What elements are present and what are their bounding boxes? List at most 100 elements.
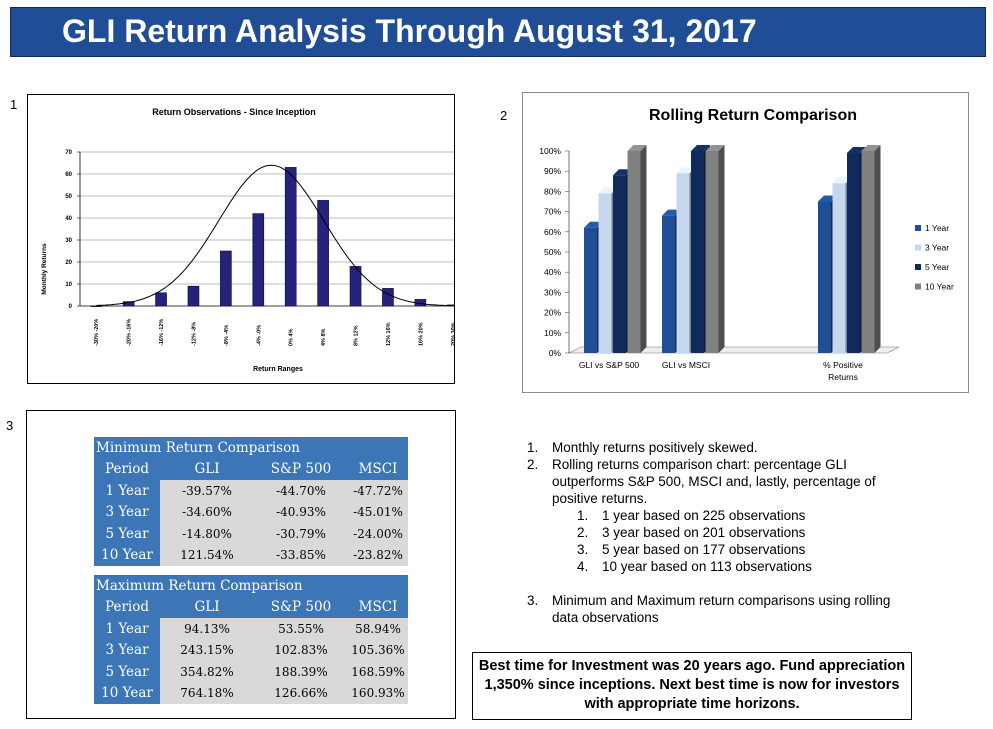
cell: 102.83% (254, 639, 348, 661)
cell: 126.66% (254, 682, 348, 704)
legend-swatch (915, 264, 921, 270)
bar-top (676, 167, 696, 174)
rolling-panel: Rolling Return Comparison 0% 10% 20% 30% 40%… (522, 92, 969, 393)
bar-top (598, 187, 618, 194)
y-tick-label: 50 (65, 194, 72, 200)
row-label: 3 Year (94, 501, 160, 523)
y-tick-label: 100% (539, 146, 561, 156)
cell: 243.15% (160, 639, 254, 661)
min-table-title: Minimum Return Comparison (94, 437, 408, 459)
bar-top (662, 209, 681, 216)
x-tick-label: 16% 20% (418, 322, 424, 346)
bar-top (584, 221, 603, 228)
list-number: 4. (577, 559, 589, 574)
legend-label: 3 Year (925, 243, 949, 253)
list-text: 5 year based on 177 observations (602, 542, 806, 557)
legend-swatch (915, 225, 921, 231)
list-number: 2. (527, 457, 539, 472)
x-tick-label: Returns (828, 372, 858, 382)
list-subitem: 3. 5 year based on 177 observations (527, 541, 907, 558)
bar-front (613, 175, 626, 353)
bar-top (847, 147, 866, 154)
table-row: 1 Year -39.57% -44.70% -47.72% (94, 480, 408, 502)
row-label: 10 Year (94, 682, 160, 704)
list-text: 10 year based on 113 observations (602, 559, 812, 574)
list-item: 1. Monthly returns positively skewed. (527, 439, 907, 456)
y-tick-label: 70 (65, 150, 72, 156)
chart-floor (568, 346, 900, 354)
min-return-table: Minimum Return Comparison Period GLI S&P… (94, 437, 408, 566)
legend-label: 1 Year (925, 223, 949, 233)
y-tick-label: 60% (544, 227, 561, 237)
y-tick-label: 0% (549, 348, 562, 358)
x-tick-label: -16% -12% (159, 319, 165, 346)
table-row: 10 Year 121.54% -33.85% -23.82% (94, 544, 408, 566)
list-text: Minimum and Maximum return comparisons u… (552, 593, 891, 625)
cell: -44.70% (254, 480, 348, 502)
y-tick-label: 90% (544, 166, 561, 176)
histogram-bar (90, 305, 103, 307)
bar-front (818, 201, 831, 353)
list-number: 1. (577, 508, 589, 523)
bar-front (627, 151, 641, 353)
bar-top (691, 145, 710, 151)
x-tick-label: 4% 8% (321, 328, 327, 346)
bar-top (705, 145, 725, 151)
max-col-sp500: S&P 500 (254, 596, 348, 618)
cell: -23.82% (348, 544, 408, 566)
cell: 168.59% (348, 661, 408, 683)
histogram-bar (284, 167, 297, 307)
y-tick-label: 20 (65, 260, 72, 266)
y-tick-label: 20% (544, 308, 561, 318)
cell: 94.13% (160, 618, 254, 640)
histogram-bar (382, 288, 394, 307)
cell: 121.54% (160, 544, 254, 566)
table-row: 1 Year 94.13% 53.55% 58.94% (94, 618, 408, 640)
row-label: 3 Year (94, 639, 160, 661)
list-number: 3. (527, 593, 539, 608)
cell: -39.57% (160, 480, 254, 502)
cell: -33.85% (254, 544, 348, 566)
histogram-bar (155, 292, 167, 307)
row-label: 10 Year (94, 544, 160, 566)
x-tick-label: 0% 4% (289, 328, 295, 346)
callout-text: Best time for Investment was 20 years ag… (478, 658, 906, 712)
x-tick-label: % Positive (823, 360, 863, 370)
bar-top (832, 177, 852, 184)
y-tick-label: 10% (544, 328, 561, 338)
legend-swatch (915, 244, 921, 251)
bar-top (613, 169, 632, 176)
histogram-bar (187, 285, 200, 307)
y-tick-label: 40 (65, 216, 72, 222)
cell: 764.18% (160, 682, 254, 704)
bar-side (718, 145, 725, 353)
row-label: 1 Year (94, 618, 160, 640)
list-number: 2. (577, 525, 589, 540)
x-tick-label: GLI vs S&P 500 (579, 360, 640, 370)
histogram-chart: Return Observations - Since Inception Mo… (41, 107, 469, 373)
cell: 105.36% (348, 639, 408, 661)
x-tick-label: GLI vs MSCI (662, 360, 710, 370)
section-number-2: 2 (500, 108, 508, 123)
cell: 188.39% (254, 661, 348, 683)
max-table-title: Maximum Return Comparison (94, 575, 408, 597)
y-tick-label: 80% (544, 186, 561, 196)
distribution-curve (96, 164, 453, 307)
table-row: 10 Year 764.18% 126.66% 160.93% (94, 682, 408, 704)
bar-side (640, 145, 647, 353)
y-tick-label: 70% (544, 207, 561, 217)
y-tick-label: 60 (65, 172, 72, 178)
list-item: 2. Rolling returns comparison chart: perc… (527, 456, 907, 507)
cell: 354.82% (160, 661, 254, 683)
y-tick-label: 30 (65, 238, 72, 244)
cell: -45.01% (348, 501, 408, 523)
y-tick-label: 30% (544, 287, 561, 297)
rolling-bar (627, 145, 647, 353)
y-tick-label: 0 (69, 304, 73, 310)
x-tick-label: -30% -20% (94, 319, 100, 346)
cell: -40.93% (254, 501, 348, 523)
section-number-3: 3 (6, 418, 14, 433)
histogram-x-label: Return Ranges (253, 366, 303, 373)
min-col-period: Period (94, 458, 160, 480)
list-subitem: 2. 3 year based on 201 observations (527, 524, 907, 541)
